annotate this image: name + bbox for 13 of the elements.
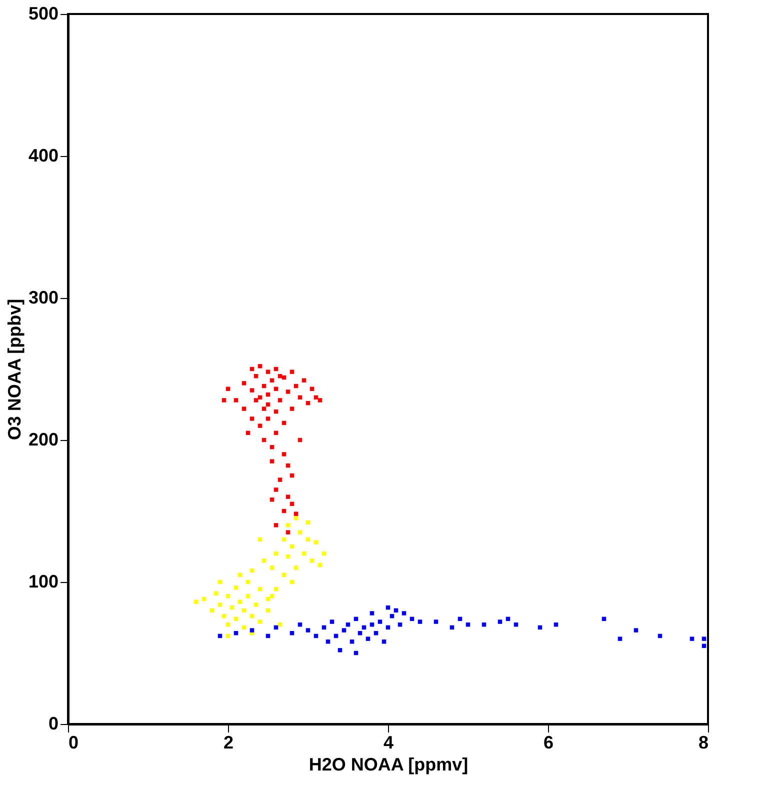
y-tick-label: 400: [28, 146, 58, 166]
x-axis-title: H2O NOAA [ppmv]: [308, 754, 468, 774]
x-tick-label: 6: [543, 732, 554, 752]
y-tick-label: 300: [28, 288, 58, 308]
y-axis-title: O3 NOAA [ppbv]: [4, 298, 24, 440]
x-tick-label: 8: [698, 732, 708, 752]
y-tick-label: 0: [48, 714, 58, 734]
y-tick-label: 500: [28, 4, 58, 24]
x-tick-label: 0: [68, 732, 79, 752]
y-tick-label: 200: [28, 430, 58, 450]
x-tick-label: 4: [383, 732, 394, 752]
x-tick-label: 2: [223, 732, 234, 752]
y-tick-label: 100: [28, 572, 58, 592]
